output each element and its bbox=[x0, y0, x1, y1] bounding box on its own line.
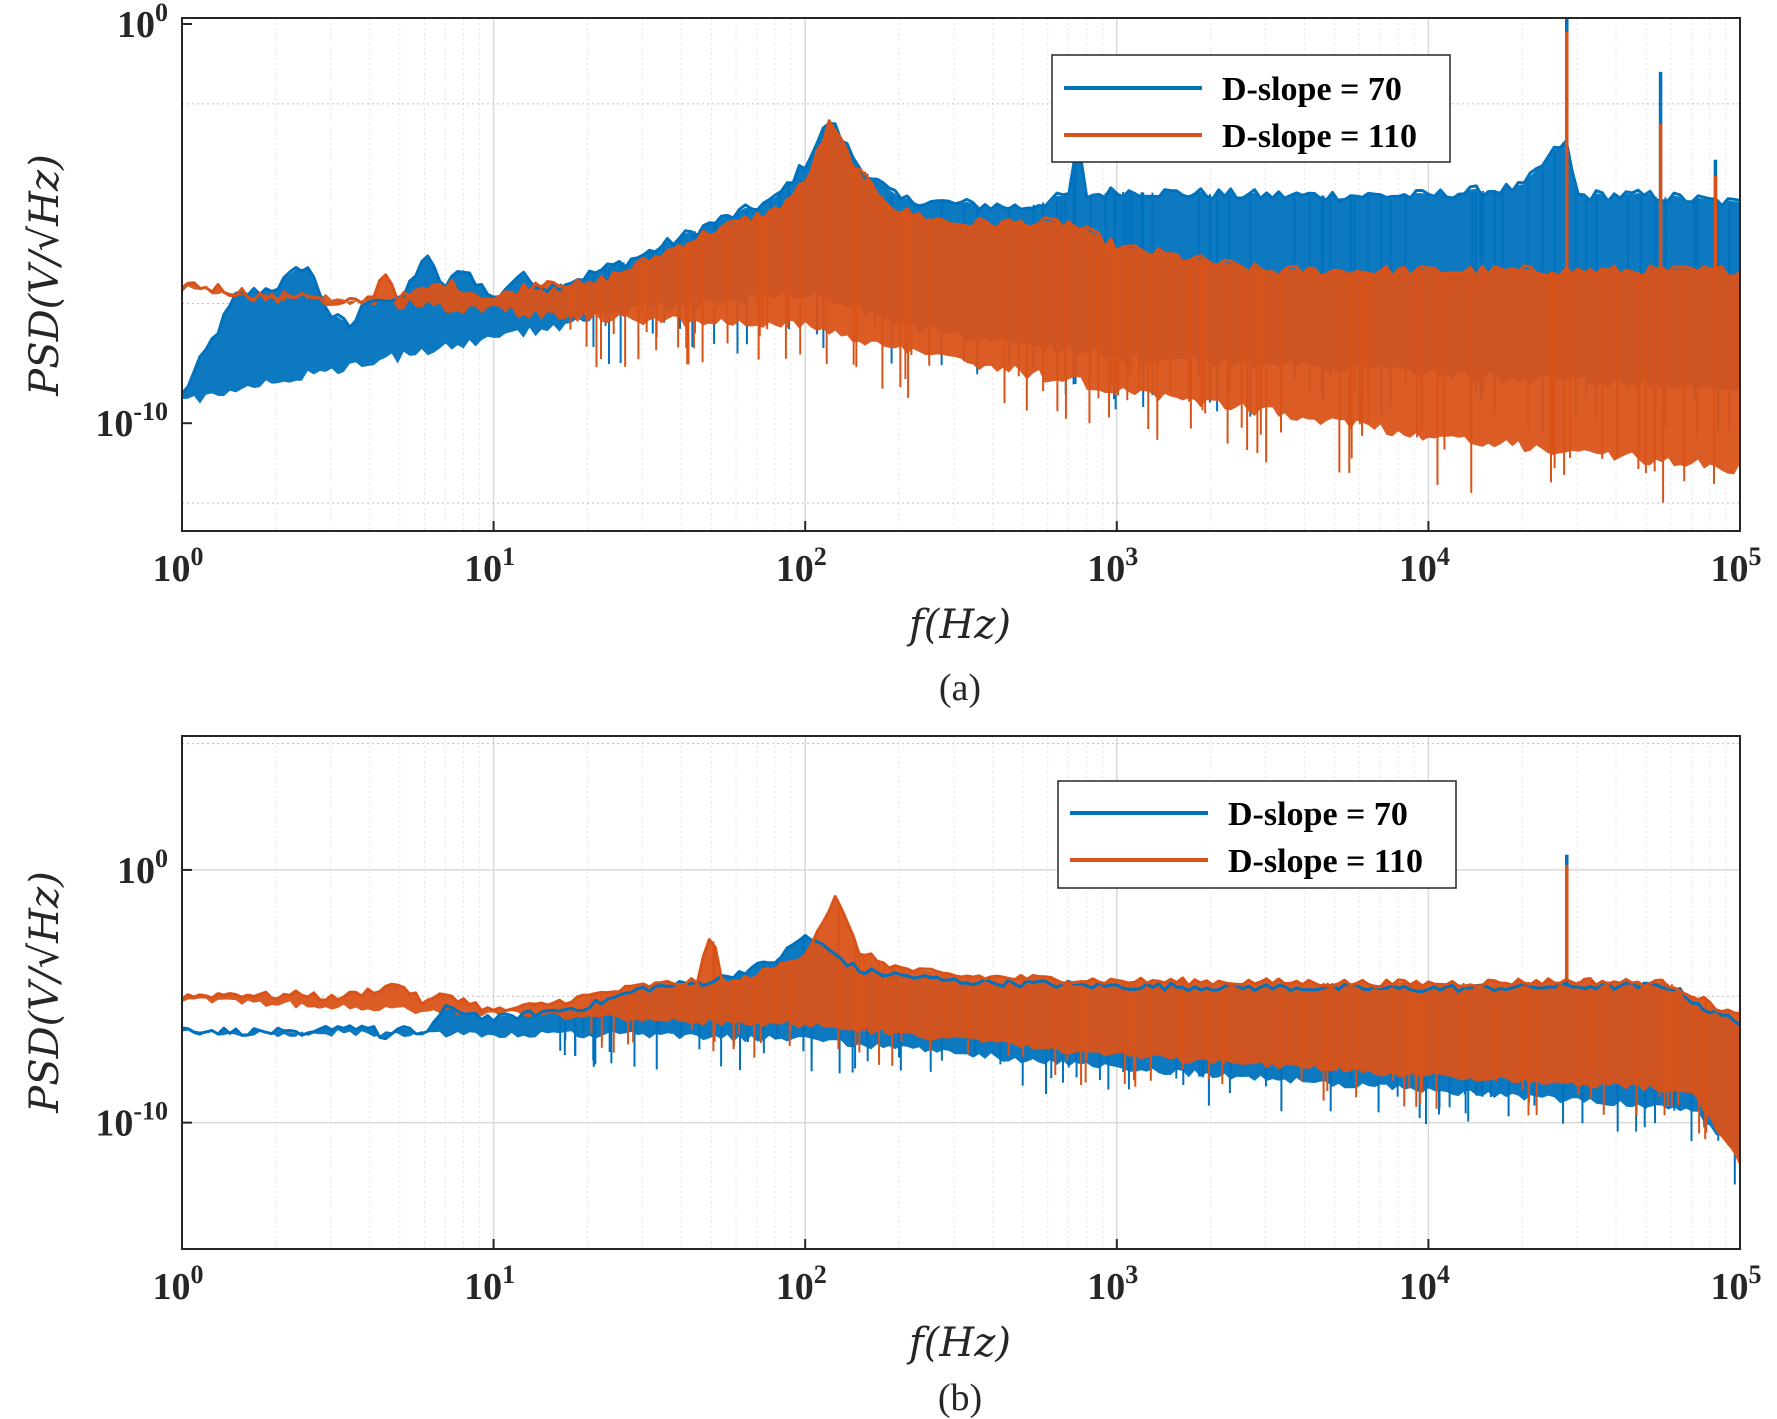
x-tick-label: 103 bbox=[1087, 1260, 1138, 1308]
spikes-a bbox=[1565, 18, 1718, 272]
series-lines-b bbox=[181, 895, 1741, 1041]
x-tick-label: 105 bbox=[1711, 1260, 1762, 1308]
y-tick-label: 10-10 bbox=[95, 397, 168, 445]
axes-box-b bbox=[181, 735, 1741, 1250]
x-tick-label: 104 bbox=[1399, 1260, 1450, 1308]
y-axis-label-a: PSD(V/√Hz) bbox=[22, 154, 68, 396]
x-tick-label: 102 bbox=[776, 1260, 827, 1308]
panel-b: 100 101 102 103 104 105 100 10-10 f(Hz) PSD(V/… bbox=[22, 735, 1762, 1419]
noise-band-a bbox=[182, 122, 1740, 503]
legend-label-b-2: D-slope = 110 bbox=[1228, 843, 1423, 880]
x-tick-label: 101 bbox=[464, 542, 515, 590]
y-ticks-a: 100 10-10 bbox=[95, 0, 192, 445]
legend-label-a-1: D-slope = 70 bbox=[1222, 71, 1402, 108]
y-axis-label-b: PSD(V/√Hz) bbox=[22, 871, 68, 1113]
x-ticks-b: 100 101 102 103 104 105 bbox=[153, 1239, 1762, 1308]
caption-a: (a) bbox=[939, 667, 981, 709]
legend-label-b-1: D-slope = 70 bbox=[1228, 796, 1408, 833]
noise-band-b bbox=[182, 897, 1740, 1185]
series-2-line bbox=[181, 895, 1741, 1015]
x-tick-label: 101 bbox=[464, 1260, 515, 1308]
y-tick-label: 100 bbox=[117, 844, 168, 892]
series-2-line bbox=[181, 119, 1742, 307]
x-tick-label: 100 bbox=[153, 1260, 204, 1308]
series-lines-a bbox=[180, 119, 1742, 395]
legend-a: D-slope = 70 D-slope = 110 bbox=[1051, 54, 1451, 163]
x-tick-label: 104 bbox=[1399, 542, 1450, 590]
legend-box-b bbox=[1057, 780, 1457, 889]
series-1-line bbox=[180, 121, 1741, 395]
legend-box-a bbox=[1051, 54, 1451, 163]
legend-label-a-2: D-slope = 110 bbox=[1222, 118, 1417, 155]
x-tick-label: 102 bbox=[776, 542, 827, 590]
x-axis-label-b: f(Hz) bbox=[906, 1320, 1011, 1366]
x-axis-label-a: f(Hz) bbox=[906, 602, 1011, 648]
series-2-noise-band bbox=[182, 897, 1740, 1167]
panel-a: 100 101 102 103 104 105 100 10-10 f(Hz) PSD(V/… bbox=[22, 0, 1762, 709]
legend-b: D-slope = 70 D-slope = 110 bbox=[1057, 780, 1457, 889]
x-tick-label: 105 bbox=[1711, 542, 1762, 590]
y-tick-label: 100 bbox=[117, 0, 168, 46]
x-tick-label: 103 bbox=[1087, 542, 1138, 590]
x-tick-label: 100 bbox=[153, 542, 204, 590]
y-ticks-b: 100 10-10 bbox=[95, 844, 192, 1145]
x-ticks-a: 100 101 102 103 104 105 bbox=[153, 521, 1762, 590]
axes-box-a bbox=[181, 17, 1741, 532]
y-tick-label: 10-10 bbox=[95, 1097, 168, 1145]
series-2-noise-band bbox=[182, 123, 1740, 475]
caption-b: (b) bbox=[938, 1377, 982, 1419]
